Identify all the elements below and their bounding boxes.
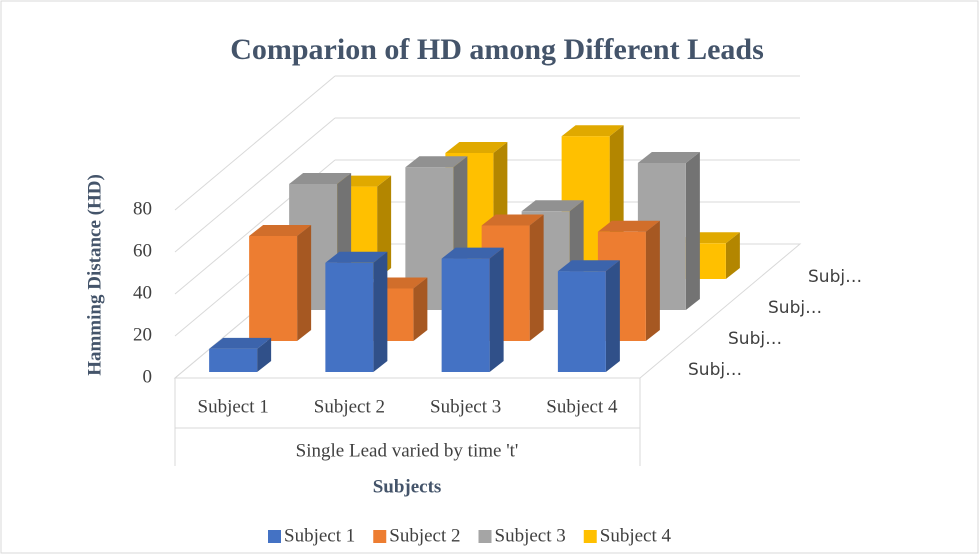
bar-side xyxy=(645,220,660,341)
y-tick-label: 0 xyxy=(143,366,153,387)
bar-side xyxy=(257,337,272,372)
chart-title: Comparion of HD among Different Leads xyxy=(230,33,764,66)
bar-top xyxy=(481,214,544,226)
bar xyxy=(209,348,258,372)
legend-swatch xyxy=(478,530,492,543)
bar-top xyxy=(405,156,468,168)
legend-label: Subject 2 xyxy=(389,525,460,546)
bar-side xyxy=(297,225,312,341)
bar-side xyxy=(529,214,544,341)
depth-label: Subj… xyxy=(808,267,862,287)
bar-side xyxy=(489,247,504,372)
x-axis-title: Subjects xyxy=(373,476,442,497)
bar-top xyxy=(637,152,700,163)
bar xyxy=(441,258,490,372)
bar-side xyxy=(605,260,620,372)
grid-line xyxy=(174,117,336,253)
y-tick-label: 60 xyxy=(133,240,152,261)
x-tick-label: Subject 3 xyxy=(430,396,501,417)
y-axis-title: Hamming Distance (HD) xyxy=(84,174,105,376)
depth-label: Subj… xyxy=(688,360,742,380)
y-tick-label: 40 xyxy=(133,282,152,303)
legend-swatch xyxy=(268,530,281,543)
bar xyxy=(249,236,298,341)
y-tick-label: 20 xyxy=(133,324,152,345)
bar xyxy=(325,262,374,372)
legend-swatch xyxy=(583,530,597,543)
legend-label: Subject 1 xyxy=(284,525,355,546)
bar-top xyxy=(597,220,660,232)
bar-top xyxy=(561,125,624,137)
legend-label: Subject 4 xyxy=(600,525,672,546)
bar-side xyxy=(413,277,428,341)
bar-top xyxy=(289,173,352,184)
legend-swatch xyxy=(373,530,387,543)
bar xyxy=(557,271,606,372)
bar-top xyxy=(249,225,312,236)
depth-label: Subj… xyxy=(768,298,822,318)
x-tick-label: Subject 1 xyxy=(198,396,269,417)
group-label: Single Lead varied by time 't' xyxy=(296,440,519,461)
bar-side xyxy=(725,232,740,279)
bar-top xyxy=(445,142,508,153)
bar-top xyxy=(557,260,620,272)
bar-top xyxy=(441,247,504,259)
x-tick-label: Subject 4 xyxy=(546,396,618,417)
depth-label: Subj… xyxy=(728,329,782,349)
y-tick-label: 80 xyxy=(133,198,152,219)
bar-top xyxy=(325,251,388,263)
x-tick-label: Subject 2 xyxy=(314,396,385,417)
legend-label: Subject 3 xyxy=(495,525,566,546)
bar-side xyxy=(373,251,388,372)
grid-line xyxy=(174,75,336,211)
bar-top xyxy=(209,337,272,349)
bar-side xyxy=(685,152,700,310)
bar-top xyxy=(521,200,584,212)
